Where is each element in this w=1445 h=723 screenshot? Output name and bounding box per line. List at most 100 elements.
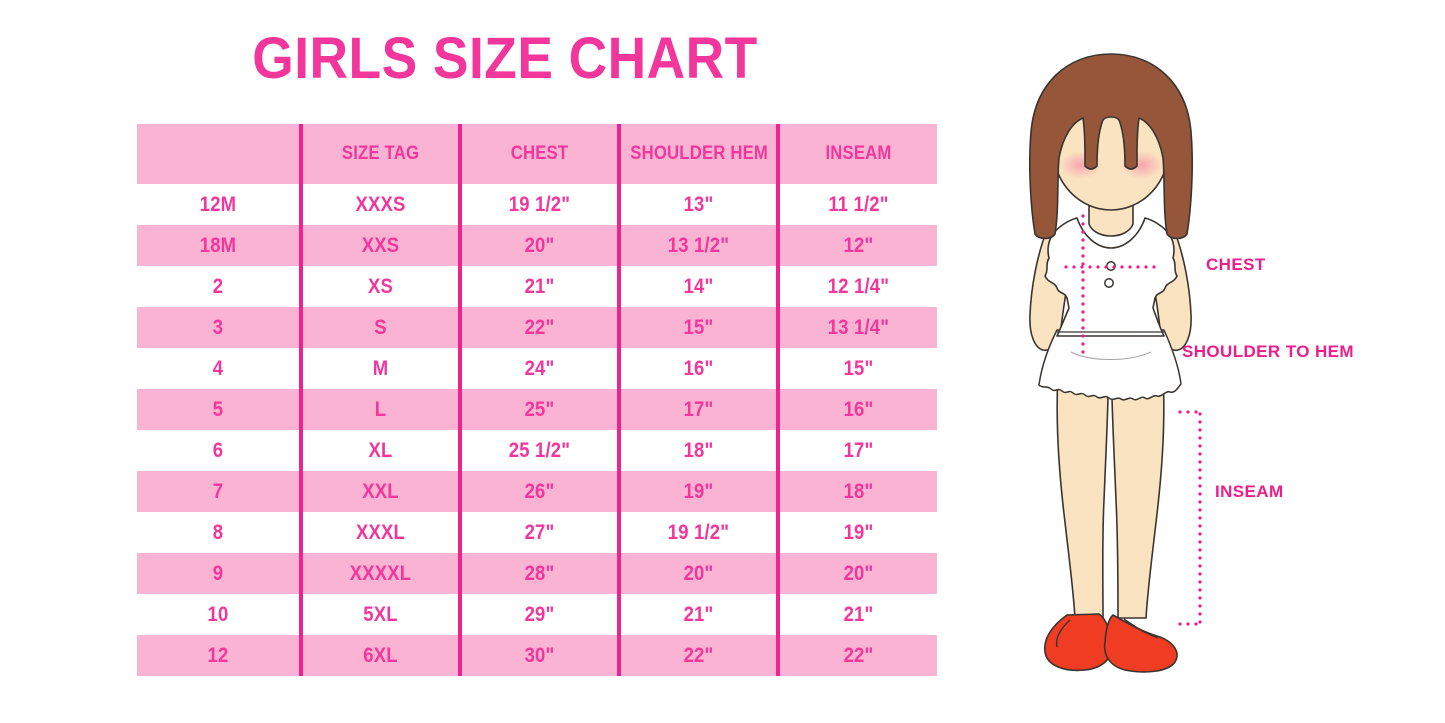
table-row: 12 6XL 30" 22" 22" — [137, 635, 937, 676]
table-row: 9 XXXXL 28" 20" 20" — [137, 553, 937, 594]
cell-size-label: 8 — [212, 520, 224, 544]
inseam-bracket-vertical-line — [1198, 410, 1202, 626]
chest-measurement-guide-line — [1062, 265, 1156, 269]
cell-chest: 22" — [458, 307, 619, 348]
cell-shoulder-hem-label: 20" — [683, 561, 714, 585]
cell-chest: 21" — [458, 266, 619, 307]
cell-shoulder-hem-label: 15" — [683, 315, 714, 339]
table-header: SIZE TAG CHEST SHOULDER HEM INSEAM — [137, 124, 937, 184]
column-header-inseam: INSEAM — [776, 124, 937, 184]
cell-shoulder-hem: 19 1/2" — [617, 512, 778, 553]
cell-size: 4 — [137, 348, 301, 389]
hair-group — [1028, 53, 1194, 240]
cell-size-tag-label: XS — [367, 274, 393, 298]
table-row: 7 XXL 26" 19" 18" — [137, 471, 937, 512]
cell-size-tag: L — [299, 389, 460, 430]
cell-size-label: 2 — [212, 274, 224, 298]
table-row: 4 M 24" 16" 15" — [137, 348, 937, 389]
cell-inseam: 12" — [776, 225, 937, 266]
table-body: 12M XXXS 19 1/2" 13" 11 1/2" 18M XXS 20" 13 1/2"… — [137, 184, 937, 676]
cell-inseam: 17" — [776, 430, 937, 471]
cell-inseam: 18" — [776, 471, 937, 512]
table-row: 10 5XL 29" 21" 21" — [137, 594, 937, 635]
cell-shoulder-hem-label: 22" — [683, 643, 714, 667]
cell-inseam: 13 1/4" — [776, 307, 937, 348]
cell-size: 12M — [137, 184, 301, 225]
cell-size-tag: XS — [299, 266, 460, 307]
cell-chest-label: 26" — [524, 479, 555, 503]
cell-shoulder-hem-label: 13 1/2" — [667, 233, 730, 257]
cell-size-tag-label: L — [374, 397, 387, 421]
cell-shoulder-hem: 20" — [617, 553, 778, 594]
cell-shoulder-hem: 13" — [617, 184, 778, 225]
cell-size-tag: XXXL — [299, 512, 460, 553]
girl-figure-illustration — [985, 40, 1235, 690]
cell-chest: 25 1/2" — [458, 430, 619, 471]
cell-shoulder-hem: 16" — [617, 348, 778, 389]
shoulder-to-hem-measurement-label: SHOULDER TO HEM — [1182, 342, 1354, 361]
cell-size-tag-label: XL — [368, 438, 393, 462]
cell-shoulder-hem: 14" — [617, 266, 778, 307]
cell-size: 12 — [137, 635, 301, 676]
chest-measurement-label: CHEST — [1206, 255, 1266, 274]
cell-inseam-label: 19" — [843, 520, 874, 544]
cell-shoulder-hem-label: 19" — [683, 479, 714, 503]
cell-chest: 28" — [458, 553, 619, 594]
cell-size-tag: XXXS — [299, 184, 460, 225]
cell-chest: 27" — [458, 512, 619, 553]
cell-chest-label: 24" — [524, 356, 555, 380]
cell-inseam: 19" — [776, 512, 937, 553]
cell-shoulder-hem: 18" — [617, 430, 778, 471]
shoulder-to-hem-measurement-guide-line — [1081, 212, 1085, 356]
cell-inseam: 20" — [776, 553, 937, 594]
cell-inseam-label: 17" — [843, 438, 874, 462]
inseam-bracket-bottom-tick — [1176, 622, 1202, 626]
cell-shoulder-hem: 13 1/2" — [617, 225, 778, 266]
cell-size-label: 3 — [212, 315, 224, 339]
cell-size-label: 12M — [199, 192, 237, 216]
cell-chest-label: 25" — [524, 397, 555, 421]
cell-size-tag-label: XXXXL — [349, 561, 412, 585]
cell-inseam-label: 12 1/4" — [827, 274, 890, 298]
cell-inseam: 12 1/4" — [776, 266, 937, 307]
skirt-group — [1038, 329, 1182, 401]
column-header-inseam-label: INSEAM — [825, 143, 892, 164]
cell-size: 3 — [137, 307, 301, 348]
cell-size-tag: XXS — [299, 225, 460, 266]
cell-shoulder-hem-label: 17" — [683, 397, 714, 421]
cell-inseam: 15" — [776, 348, 937, 389]
cell-size-label: 18M — [199, 233, 237, 257]
cell-chest-label: 25 1/2" — [508, 438, 571, 462]
cell-inseam-label: 16" — [843, 397, 874, 421]
size-chart-table: SIZE TAG CHEST SHOULDER HEM INSEAM 12M XX… — [137, 124, 937, 676]
cell-shoulder-hem-label: 14" — [683, 274, 714, 298]
cell-chest-label: 30" — [524, 643, 555, 667]
table-row: 2 XS 21" 14" 12 1/4" — [137, 266, 937, 307]
cell-shoulder-hem: 19" — [617, 471, 778, 512]
cell-chest-label: 29" — [524, 602, 555, 626]
cell-size-label: 5 — [212, 397, 224, 421]
cell-size-tag-label: XXXL — [356, 520, 405, 544]
cell-inseam: 22" — [776, 635, 937, 676]
cell-chest-label: 27" — [524, 520, 555, 544]
column-header-chest-label: CHEST — [510, 143, 569, 164]
cell-size-label: 7 — [212, 479, 224, 503]
cell-inseam: 11 1/2" — [776, 184, 937, 225]
cell-inseam-label: 12" — [843, 233, 874, 257]
cell-inseam-label: 22" — [843, 643, 874, 667]
table-row: 3 S 22" 15" 13 1/4" — [137, 307, 937, 348]
cell-size-tag-label: 5XL — [363, 602, 398, 626]
shoes-group — [1043, 613, 1178, 673]
cell-chest: 19 1/2" — [458, 184, 619, 225]
cell-inseam-label: 13 1/4" — [827, 315, 890, 339]
cell-size-tag: 5XL — [299, 594, 460, 635]
cell-size: 10 — [137, 594, 301, 635]
cell-shoulder-hem: 22" — [617, 635, 778, 676]
cell-chest-label: 28" — [524, 561, 555, 585]
cell-inseam-label: 15" — [843, 356, 874, 380]
table-row: 6 XL 25 1/2" 18" 17" — [137, 430, 937, 471]
cell-chest: 30" — [458, 635, 619, 676]
cell-inseam: 21" — [776, 594, 937, 635]
cell-size-tag-label: M — [372, 356, 389, 380]
cell-size: 8 — [137, 512, 301, 553]
